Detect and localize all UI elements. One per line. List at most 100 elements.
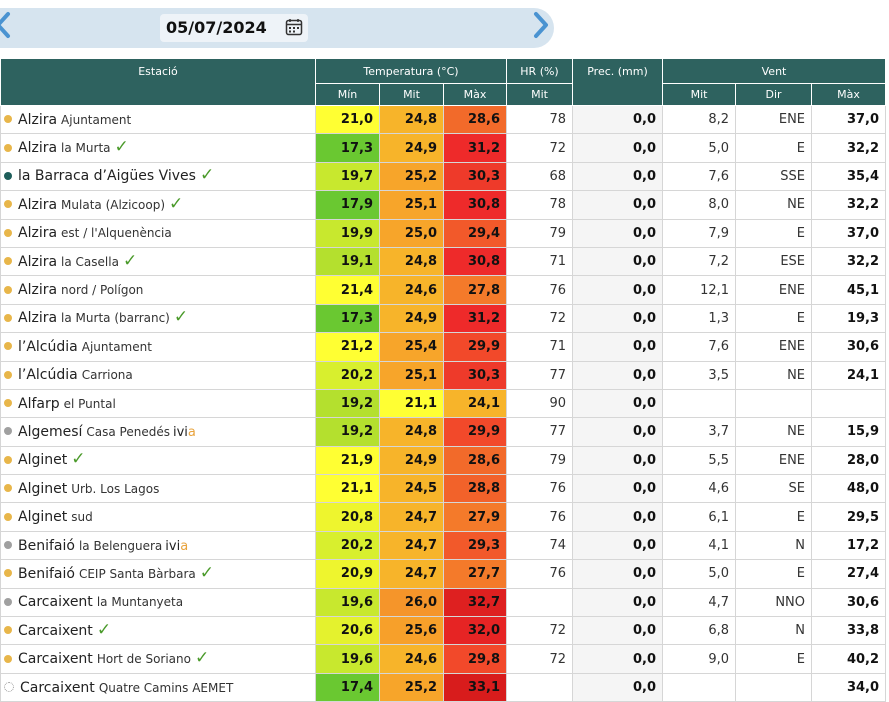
station-cell[interactable]: Carcaixent la Muntanyeta bbox=[0, 587, 316, 618]
header-wind-dir[interactable]: Dir bbox=[735, 83, 813, 106]
station-place[interactable]: el Puntal bbox=[63, 396, 116, 411]
station-cell[interactable]: Algemesí Casa Penedés ivia bbox=[0, 417, 316, 447]
station-row[interactable]: Alzira la Murta (barranc) ✓ 17,3 24,9 31,2 72 0… bbox=[0, 303, 887, 334]
station-place[interactable]: Quatre Camins AEMET bbox=[98, 680, 234, 695]
station-place[interactable]: Ajuntament bbox=[81, 339, 152, 354]
station-row[interactable]: Carcaixent ✓ 20,6 25,6 32,0 72 0,0 6,8 N 33,8 bbox=[0, 616, 887, 646]
station-town[interactable]: l’Alcúdia bbox=[18, 338, 78, 355]
station-place[interactable]: CEIP Santa Bàrbara bbox=[78, 566, 196, 581]
station-town[interactable]: Alzira bbox=[18, 253, 58, 270]
header-precip[interactable]: Prec. (mm) bbox=[572, 58, 664, 106]
station-town[interactable]: Alzira bbox=[18, 196, 58, 213]
header-wind-max[interactable]: Màx bbox=[811, 83, 887, 106]
station-town[interactable]: Benifaió bbox=[18, 537, 75, 554]
station-row[interactable]: Alzira Mulata (Alzicoop) ✓ 17,9 25,1 30,8 78 0,… bbox=[0, 190, 887, 220]
station-town[interactable]: Alzira bbox=[18, 225, 58, 242]
header-temp-mit[interactable]: Mit bbox=[379, 83, 444, 106]
station-cell[interactable]: Alginet ✓ bbox=[0, 445, 316, 476]
station-cell[interactable]: Alzira la Murta (barranc) ✓ bbox=[0, 303, 316, 334]
station-row[interactable]: Alginet sud 20,8 24,7 27,9 76 0,0 6,1 E 29,5 bbox=[0, 502, 887, 532]
station-place[interactable]: la Muntanyeta bbox=[96, 595, 184, 610]
station-place[interactable]: Carriona bbox=[81, 368, 133, 383]
station-place[interactable]: sud bbox=[71, 510, 93, 525]
station-town[interactable]: Alzira bbox=[18, 111, 58, 128]
station-cell[interactable]: Carcaixent Hort de Soriano ✓ bbox=[0, 644, 316, 674]
station-cell[interactable]: Alzira Mulata (Alzicoop) ✓ bbox=[0, 190, 316, 220]
station-cell[interactable]: Benifaió la Belenguera ivia bbox=[0, 530, 316, 561]
station-row[interactable]: Alzira la Murta ✓ 17,3 24,9 31,2 72 0,0 5,0 E 32,2 bbox=[0, 133, 887, 163]
station-place[interactable]: est / l'Alquenència bbox=[61, 226, 172, 241]
station-town[interactable]: Alginet bbox=[18, 452, 68, 469]
station-cell[interactable]: l’Alcúdia Carriona bbox=[0, 360, 316, 390]
wind-mit-value: 6,8 bbox=[662, 616, 737, 646]
station-place[interactable]: Urb. Los Lagos bbox=[71, 481, 160, 496]
station-cell[interactable]: Alginet sud bbox=[0, 502, 316, 532]
header-wind-mit[interactable]: Mit bbox=[662, 83, 737, 106]
check-icon: ✓ bbox=[71, 449, 86, 470]
date-value[interactable]: 05/07/2024 bbox=[166, 18, 267, 37]
next-day-chevron-icon[interactable] bbox=[530, 10, 550, 40]
header-hr-mit[interactable]: Mit bbox=[506, 83, 574, 106]
station-cell[interactable]: Carcaixent ✓ bbox=[0, 616, 316, 646]
station-town[interactable]: Alzira bbox=[18, 310, 58, 327]
station-row[interactable]: l’Alcúdia Ajuntament 21,2 25,4 29,9 71 0,0 7,6 E… bbox=[0, 332, 887, 362]
previous-day-chevron-icon[interactable] bbox=[0, 10, 14, 40]
station-place[interactable]: Hort de Soriano bbox=[96, 652, 191, 667]
station-town[interactable]: Algemesí bbox=[18, 423, 83, 440]
station-place[interactable]: nord / Polígon bbox=[61, 283, 144, 298]
station-town[interactable]: Carcaixent bbox=[18, 651, 93, 668]
station-place[interactable]: la Belenguera bbox=[78, 538, 163, 553]
station-town[interactable]: Alfarp bbox=[18, 395, 60, 412]
station-town[interactable]: Alginet bbox=[18, 509, 68, 526]
date-picker-box[interactable] bbox=[160, 14, 308, 42]
station-row[interactable]: Alzira la Casella ✓ 19,1 24,8 30,8 71 0,0 7,2 ESE… bbox=[0, 246, 887, 277]
station-place[interactable]: la Murta (barranc) bbox=[61, 311, 170, 326]
station-cell[interactable]: Carcaixent Quatre Camins AEMET bbox=[0, 672, 316, 702]
temp-mit-value: 24,9 bbox=[379, 445, 444, 476]
station-row[interactable]: Algemesí Casa Penedés ivia 19,2 24,8 29,9 77 0,… bbox=[0, 417, 887, 447]
station-town[interactable]: Carcaixent bbox=[18, 594, 93, 611]
temp-max-value: 27,7 bbox=[442, 559, 508, 589]
station-row[interactable]: Benifaió CEIP Santa Bàrbara ✓ 20,9 24,7 27,7 7… bbox=[0, 559, 887, 589]
station-cell[interactable]: Alzira la Murta ✓ bbox=[0, 133, 316, 163]
station-row[interactable]: Alginet Urb. Los Lagos 21,1 24,5 28,8 76 0,0 4,… bbox=[0, 474, 887, 504]
station-town[interactable]: Alzira bbox=[18, 282, 58, 299]
calendar-icon[interactable] bbox=[285, 18, 303, 36]
station-place[interactable]: Casa Penedés bbox=[86, 424, 170, 439]
station-row[interactable]: Alzira nord / Polígon 21,4 24,6 27,8 76 0,0 12,… bbox=[0, 275, 887, 305]
header-station[interactable]: Estació bbox=[0, 58, 316, 106]
station-cell[interactable]: l’Alcúdia Ajuntament bbox=[0, 332, 316, 362]
station-town[interactable]: Benifaió bbox=[18, 565, 75, 582]
station-town[interactable]: Alzira bbox=[18, 140, 58, 157]
station-cell[interactable]: Benifaió CEIP Santa Bàrbara ✓ bbox=[0, 559, 316, 589]
station-town[interactable]: Carcaixent bbox=[18, 622, 93, 639]
header-temp-min[interactable]: Mín bbox=[315, 83, 380, 106]
station-cell[interactable]: Alginet Urb. Los Lagos bbox=[0, 474, 316, 504]
station-cell[interactable]: Alzira Ajuntament bbox=[0, 104, 316, 135]
station-row[interactable]: Alginet ✓ 21,9 24,9 28,6 79 0,0 5,5 ENE 28,0 bbox=[0, 445, 887, 476]
station-row[interactable]: Benifaió la Belenguera ivia 20,2 24,7 29,3 74 0… bbox=[0, 530, 887, 561]
station-row[interactable]: Alzira Ajuntament 21,0 24,8 28,6 78 0,0 8,2 ENE 3… bbox=[0, 104, 887, 135]
station-town[interactable]: Alginet bbox=[18, 480, 68, 497]
station-cell[interactable]: Alzira nord / Polígon bbox=[0, 275, 316, 305]
station-row[interactable]: Carcaixent Quatre Camins AEMET 17,4 25,2 33,… bbox=[0, 672, 887, 702]
station-row[interactable]: Carcaixent la Muntanyeta 19,6 26,0 32,7 0,0 4,… bbox=[0, 587, 887, 618]
station-cell[interactable]: Alfarp el Puntal bbox=[0, 388, 316, 419]
header-temp-max[interactable]: Màx bbox=[442, 83, 508, 106]
wind-mit-value: 6,1 bbox=[662, 502, 737, 532]
station-row[interactable]: la Barraca d’Aigües Vives ✓ 19,7 25,2 30,3 68… bbox=[0, 161, 887, 192]
station-town[interactable]: la Barraca d’Aigües Vives bbox=[18, 168, 196, 185]
station-town[interactable]: Carcaixent bbox=[20, 679, 95, 696]
station-row[interactable]: Alfarp el Puntal 19,2 21,1 24,1 90 0,0 bbox=[0, 388, 887, 419]
station-place[interactable]: la Murta bbox=[61, 141, 111, 156]
station-place[interactable]: Ajuntament bbox=[61, 112, 132, 127]
station-row[interactable]: l’Alcúdia Carriona 20,2 25,1 30,3 77 0,0 3,5 NE 2… bbox=[0, 360, 887, 390]
station-place[interactable]: Mulata (Alzicoop) bbox=[61, 197, 166, 212]
station-town[interactable]: l’Alcúdia bbox=[18, 367, 78, 384]
station-cell[interactable]: Alzira est / l'Alquenència bbox=[0, 218, 316, 248]
station-cell[interactable]: Alzira la Casella ✓ bbox=[0, 246, 316, 277]
station-row[interactable]: Carcaixent Hort de Soriano ✓ 19,6 24,6 29,8 72… bbox=[0, 644, 887, 674]
station-row[interactable]: Alzira est / l'Alquenència 19,9 25,0 29,4 79 0… bbox=[0, 218, 887, 248]
station-place[interactable]: la Casella bbox=[61, 254, 119, 269]
station-cell[interactable]: la Barraca d’Aigües Vives ✓ bbox=[0, 161, 316, 192]
